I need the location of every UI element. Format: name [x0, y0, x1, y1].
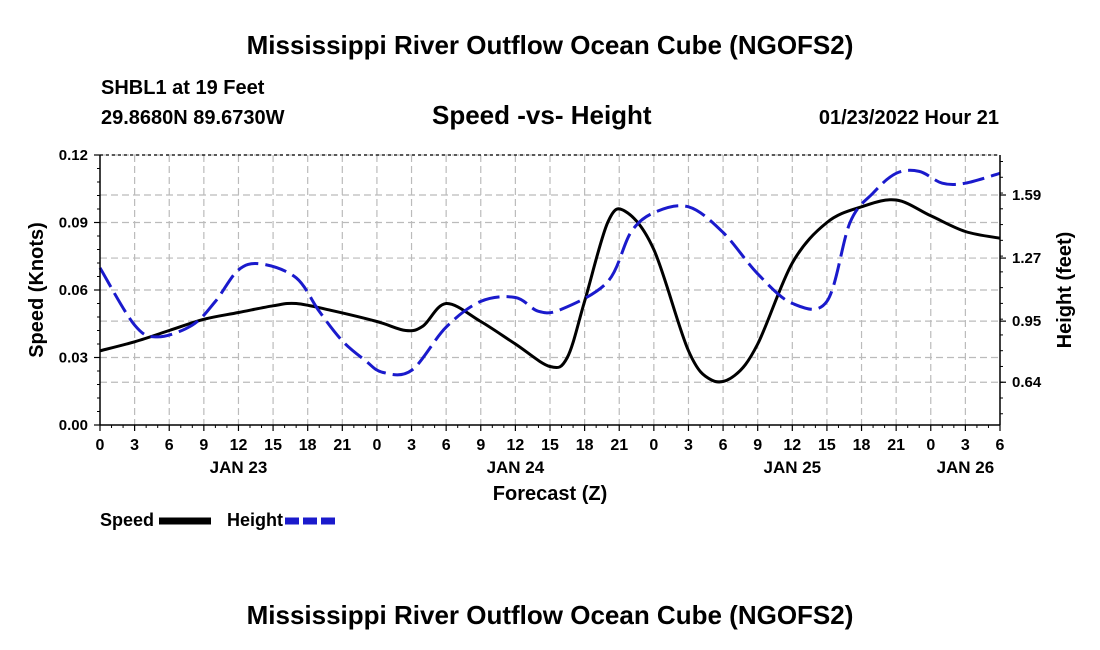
legend-label-speed: Speed: [100, 509, 155, 530]
y-tick-label: 0.03: [59, 350, 88, 367]
date-label: JAN 25: [763, 458, 821, 477]
x-axis-title: Forecast (Z): [493, 483, 607, 505]
series-line-speed: [99, 198, 1001, 384]
coordinates-label: 29.8680N 89.6730W: [101, 107, 285, 129]
x-tick-label: 12: [783, 437, 801, 454]
x-tick-label: 6: [719, 437, 728, 454]
date-label: JAN 23: [210, 458, 268, 477]
x-tick-label: 3: [961, 437, 970, 454]
x-tick-label: 18: [299, 437, 317, 454]
x-tick-label: 15: [264, 437, 282, 454]
x-tick-label: 3: [130, 437, 139, 454]
y2-tick-label: 0.64: [1012, 374, 1042, 391]
y-tick-label: 0.09: [59, 215, 88, 232]
y2-tick-label: 1.59: [1012, 187, 1041, 204]
x-tick-label: 9: [476, 437, 485, 454]
x-tick-label: 21: [333, 437, 351, 454]
secondary-title: Mississippi River Outflow Ocean Cube (NG…: [246, 600, 854, 630]
y2-axis-title: Height (feet): [1054, 232, 1076, 349]
x-tick-label: 0: [372, 437, 381, 454]
series-line-height: [98, 168, 1001, 377]
speed-height-chart: 0 3 6 9 12 15 18 21 0 3 6 9 12 15 18 21 0 3 6 9 12 15 18 21 0 3 6J…: [26, 147, 1076, 505]
chart-title: Speed -vs- Height: [432, 100, 652, 130]
y-tick-label: 0.06: [59, 282, 88, 299]
x-tick-label: 21: [610, 437, 628, 454]
y-tick-label: 0.00: [59, 417, 88, 434]
x-tick-label: 6: [165, 437, 174, 454]
legend-swatch-height: [285, 517, 338, 525]
x-tick-label: 9: [753, 437, 762, 454]
y2-tick-label: 0.95: [1012, 313, 1041, 330]
x-tick-label: 21: [887, 437, 905, 454]
x-tick-label: 3: [407, 437, 416, 454]
station-label: SHBL1 at 19 Feet: [101, 77, 265, 99]
legend-swatch-speed: [159, 517, 212, 525]
timestamp-label: 01/23/2022 Hour 21: [818, 107, 999, 129]
x-tick-label: 6: [996, 437, 1005, 454]
x-tick-label: 12: [506, 437, 524, 454]
x-tick-label: 18: [853, 437, 871, 454]
legend-label-height: Height: [227, 509, 284, 530]
x-tick-label: 0: [926, 437, 935, 454]
x-tick-label: 0: [96, 437, 105, 454]
chart-legend: Speed Height: [100, 508, 339, 532]
main-title: Mississippi River Outflow Ocean Cube (NG…: [246, 30, 854, 60]
x-tick-label: 18: [576, 437, 594, 454]
x-tick-label: 9: [199, 437, 208, 454]
y-axis-title: Speed (Knots): [26, 222, 48, 358]
x-tick-label: 12: [230, 437, 248, 454]
x-tick-label: 3: [684, 437, 693, 454]
date-label: JAN 26: [937, 458, 995, 477]
y-tick-label: 0.12: [59, 147, 88, 164]
y2-tick-label: 1.27: [1012, 250, 1041, 267]
x-tick-label: 15: [541, 437, 559, 454]
x-tick-label: 15: [818, 437, 836, 454]
x-tick-label: 6: [442, 437, 451, 454]
x-tick-label: 0: [649, 437, 658, 454]
date-label: JAN 24: [487, 458, 545, 477]
